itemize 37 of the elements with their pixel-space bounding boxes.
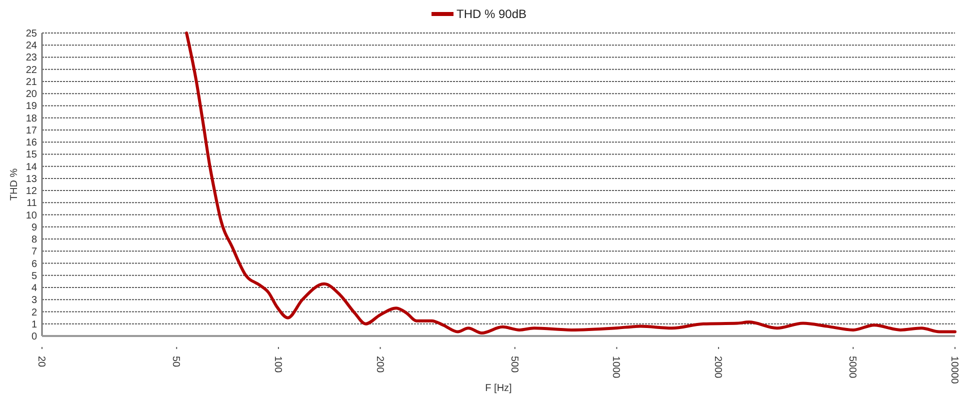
y-tick-label: 0 xyxy=(31,332,38,342)
y-tick-label: 4 xyxy=(31,283,38,294)
y-tick-label: 11 xyxy=(26,198,38,210)
x-tick-label: 1000 xyxy=(610,356,622,379)
y-tick-label: 21 xyxy=(26,76,38,88)
x-tick-label: 100 xyxy=(272,356,283,374)
y-tick-label: 15 xyxy=(26,150,38,161)
x-axis-title: F [Hz] xyxy=(485,383,512,394)
x-tick-label: 5000 xyxy=(846,356,858,379)
x-tick-label: 50 xyxy=(170,356,182,368)
y-tick-label: 8 xyxy=(31,234,38,246)
y-tick-label: 14 xyxy=(26,162,38,173)
y-tick-label: 18 xyxy=(26,113,38,124)
x-tick-label: 10000 xyxy=(948,356,960,384)
x-tick-label: 200 xyxy=(374,356,385,374)
legend-label: THD % 90dB xyxy=(456,7,527,22)
y-tick-label: 3 xyxy=(31,295,38,306)
y-tick-label: 23 xyxy=(26,52,38,64)
y-tick-label: 22 xyxy=(26,64,38,76)
y-tick-label: 20 xyxy=(26,89,38,100)
y-tick-label: 2 xyxy=(31,307,38,318)
y-tick-label: 12 xyxy=(26,186,38,198)
y-tick-label: 10 xyxy=(26,210,38,222)
x-tick-label: 500 xyxy=(508,356,520,374)
y-tick-label: 9 xyxy=(31,222,38,234)
y-axis-title: THD % xyxy=(9,168,20,201)
y-tick-label: 6 xyxy=(31,258,38,270)
y-tick-label: 19 xyxy=(26,101,38,112)
x-tick-label: 2000 xyxy=(712,356,724,379)
y-tick-label: 24 xyxy=(26,40,38,52)
y-tick-label: 16 xyxy=(26,138,38,149)
y-tick-label: 7 xyxy=(31,246,38,258)
y-tick-label: 5 xyxy=(31,270,38,282)
y-tick-label: 13 xyxy=(26,174,38,185)
y-tick-label: 1 xyxy=(31,319,38,330)
y-tick-label: 17 xyxy=(26,125,38,136)
y-tick-label: 25 xyxy=(26,28,38,40)
